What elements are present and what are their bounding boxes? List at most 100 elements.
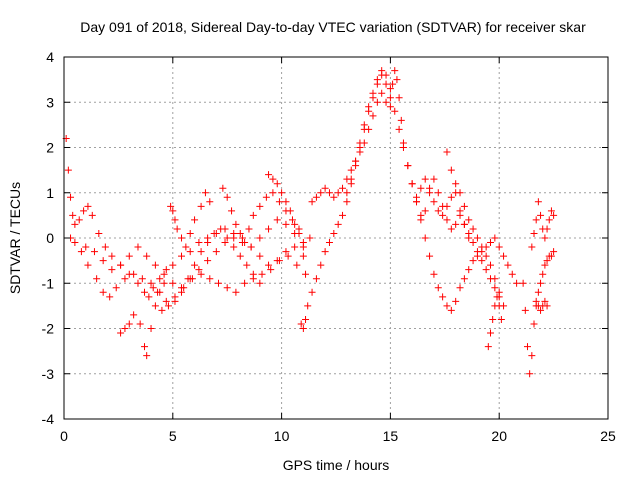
series-track-q bbox=[532, 297, 551, 314]
series-track-d bbox=[117, 279, 168, 360]
series-track-o bbox=[519, 248, 558, 378]
data-point bbox=[204, 257, 212, 265]
series-track-m bbox=[443, 148, 473, 242]
series-track-c bbox=[82, 229, 307, 292]
data-point bbox=[299, 325, 307, 332]
data-point bbox=[134, 243, 142, 251]
data-point bbox=[528, 243, 536, 251]
data-point bbox=[491, 275, 499, 283]
data-point bbox=[288, 216, 296, 224]
data-point bbox=[486, 329, 494, 337]
data-point bbox=[356, 139, 364, 147]
data-point bbox=[460, 202, 468, 210]
data-point bbox=[158, 306, 166, 314]
data-point bbox=[421, 207, 429, 215]
data-point bbox=[495, 302, 503, 310]
data-point bbox=[178, 252, 186, 260]
data-point bbox=[526, 370, 534, 378]
data-point bbox=[84, 261, 92, 269]
data-point bbox=[493, 293, 501, 301]
data-point bbox=[456, 284, 464, 292]
data-point bbox=[421, 175, 429, 183]
data-point bbox=[382, 98, 390, 106]
data-point bbox=[469, 257, 477, 265]
data-point bbox=[256, 202, 264, 210]
data-point bbox=[317, 261, 325, 269]
data-point bbox=[147, 279, 155, 287]
series-track-e bbox=[158, 225, 264, 314]
data-point bbox=[508, 270, 516, 278]
data-point bbox=[145, 293, 153, 301]
data-point bbox=[541, 297, 549, 305]
data-point bbox=[297, 320, 305, 328]
data-point bbox=[256, 252, 264, 260]
data-point bbox=[547, 207, 555, 215]
data-point bbox=[265, 225, 273, 233]
data-point bbox=[156, 275, 164, 283]
data-point bbox=[395, 94, 403, 102]
data-point bbox=[178, 288, 186, 296]
data-point bbox=[156, 288, 164, 296]
data-point bbox=[241, 239, 249, 247]
data-point bbox=[321, 184, 329, 192]
data-point bbox=[408, 180, 416, 188]
data-point bbox=[417, 184, 425, 192]
x-tick-label: 25 bbox=[600, 428, 616, 444]
data-point bbox=[212, 248, 220, 256]
data-point bbox=[71, 220, 79, 228]
data-point bbox=[299, 252, 307, 260]
data-point bbox=[389, 80, 397, 88]
data-point bbox=[273, 216, 281, 224]
series-track-n bbox=[484, 293, 505, 351]
data-point bbox=[243, 261, 251, 269]
data-point bbox=[275, 198, 283, 206]
data-point bbox=[541, 234, 549, 242]
data-point bbox=[343, 189, 351, 197]
data-point bbox=[258, 270, 266, 278]
data-point bbox=[223, 193, 231, 201]
data-point bbox=[169, 279, 177, 287]
data-point bbox=[378, 89, 386, 97]
data-point bbox=[347, 166, 355, 174]
data-point bbox=[469, 239, 477, 247]
data-point bbox=[489, 315, 497, 323]
series-track-p bbox=[528, 198, 558, 251]
data-point bbox=[90, 248, 98, 256]
y-axis-label: SDTVAR / TECUs bbox=[7, 182, 23, 294]
data-point bbox=[308, 198, 316, 206]
y-tick-label: -3 bbox=[42, 366, 55, 382]
data-point bbox=[247, 243, 255, 251]
data-point bbox=[534, 288, 542, 296]
data-point bbox=[138, 275, 146, 283]
data-point bbox=[497, 315, 505, 323]
data-point bbox=[204, 239, 212, 247]
data-point bbox=[317, 189, 325, 197]
data-point bbox=[112, 284, 120, 292]
data-point bbox=[206, 198, 214, 206]
data-points bbox=[62, 67, 558, 378]
data-point bbox=[293, 261, 301, 269]
data-point bbox=[64, 166, 72, 174]
data-point bbox=[77, 248, 85, 256]
data-point bbox=[75, 216, 83, 224]
data-point bbox=[265, 261, 273, 269]
data-point bbox=[143, 352, 151, 360]
data-point bbox=[443, 202, 451, 210]
data-point bbox=[519, 279, 527, 287]
data-point bbox=[143, 252, 151, 260]
data-point bbox=[95, 229, 103, 237]
data-point bbox=[330, 229, 338, 237]
data-point bbox=[195, 239, 203, 247]
data-point bbox=[291, 243, 299, 251]
data-point bbox=[306, 234, 314, 242]
data-point bbox=[282, 248, 290, 256]
chart-title: Day 091 of 2018, Sidereal Day-to-day VTE… bbox=[80, 19, 586, 35]
data-point bbox=[495, 243, 503, 251]
data-point bbox=[121, 275, 129, 283]
data-point bbox=[130, 270, 138, 278]
series-track-h bbox=[265, 171, 307, 251]
data-point bbox=[434, 207, 442, 215]
data-point bbox=[334, 189, 342, 197]
data-point bbox=[473, 234, 481, 242]
data-point bbox=[101, 243, 109, 251]
